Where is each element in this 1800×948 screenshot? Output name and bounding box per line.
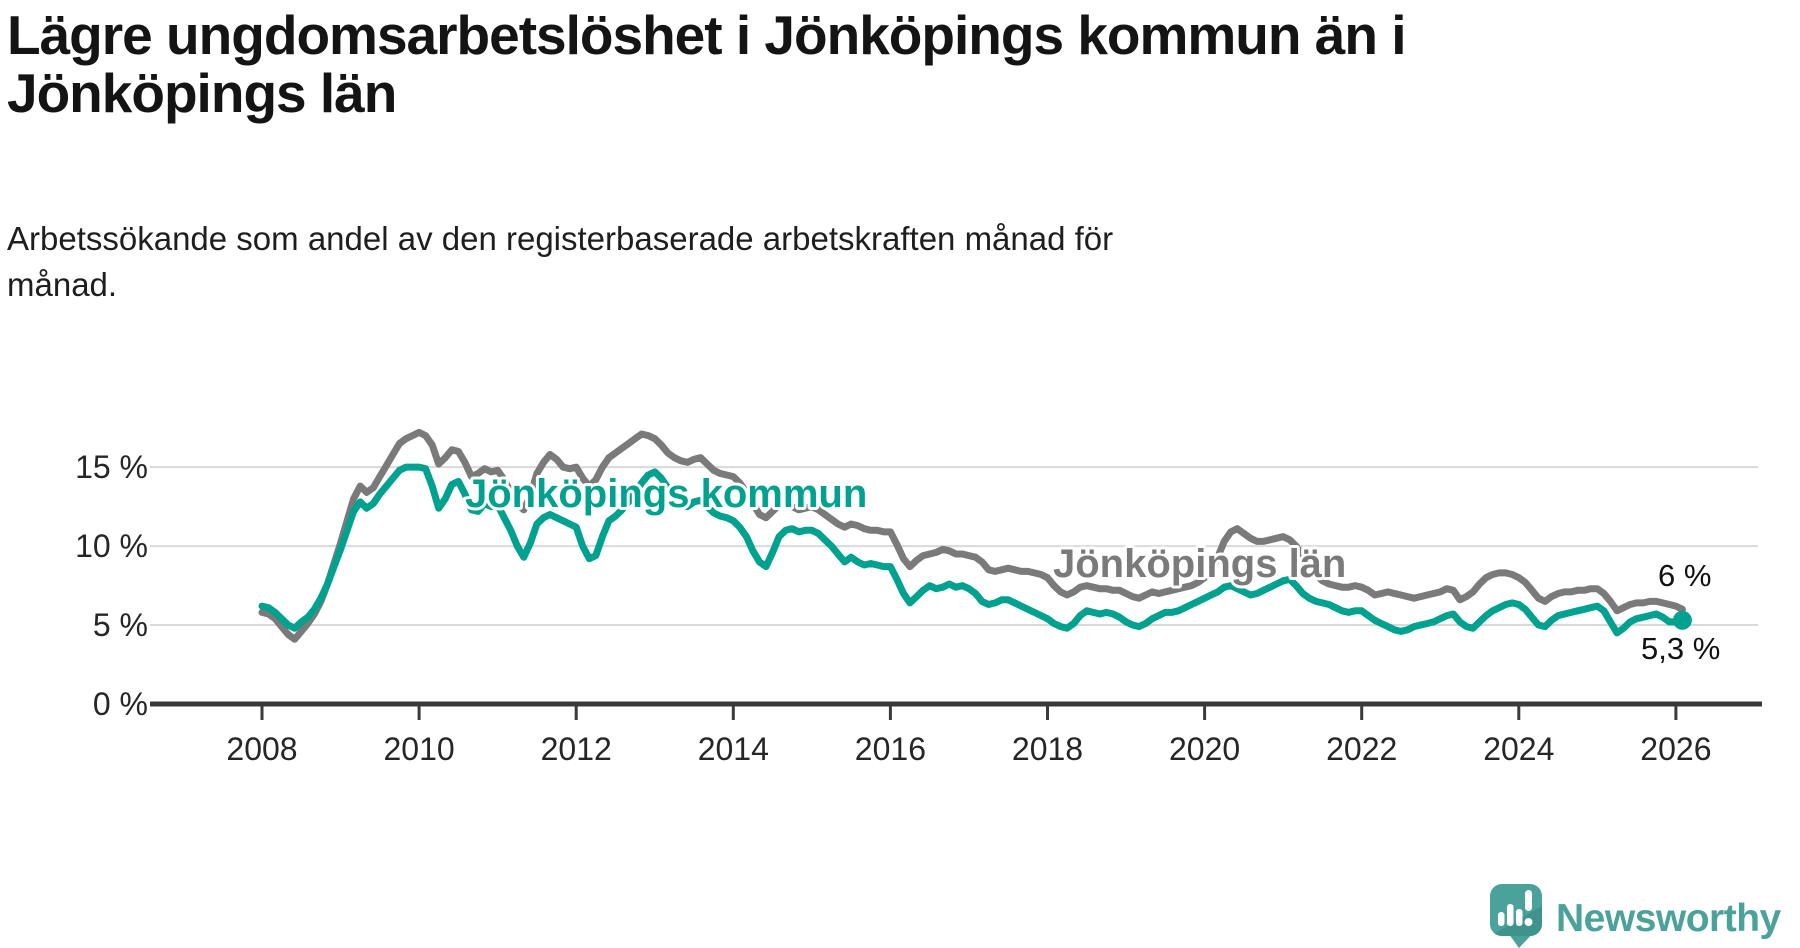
- y-tick-label: 10 %: [75, 528, 148, 564]
- series-label-kommun: Jönköpings kommun: [465, 472, 867, 516]
- chart-title: Lägre ungdomsarbetslöshet i Jönköpings k…: [7, 4, 1407, 124]
- x-axis: [150, 701, 1762, 720]
- end-value-label-kommun: 5,3 %: [1641, 631, 1720, 666]
- x-tick-label: 2016: [855, 731, 926, 767]
- x-tick-label: 2020: [1169, 731, 1240, 767]
- x-tick-label: 2012: [541, 731, 612, 767]
- x-tick-label: 2026: [1640, 731, 1711, 767]
- x-tick-label: 2022: [1326, 731, 1397, 767]
- x-tick-label: 2008: [226, 731, 297, 767]
- series-line-kommun: [258, 463, 1686, 637]
- axis-labels: 0 % 5 % 10 % 15 % 2008 2010 2012 2014 2016 2018 20…: [75, 449, 1711, 767]
- logo-wordmark: Newsworthy: [1556, 897, 1782, 940]
- logo-barchart-icon: [1498, 890, 1533, 926]
- series-line-lan: [258, 428, 1686, 643]
- x-tick-label: 2010: [384, 731, 455, 767]
- y-tick-label: 5 %: [93, 607, 148, 643]
- series-label-lan: Jönköpings län: [1053, 542, 1346, 586]
- chart-subtitle: Arbetssökande som andel av den registerb…: [7, 220, 1114, 303]
- y-tick-label: 0 %: [93, 686, 148, 722]
- latest-value-dot: [1672, 610, 1692, 630]
- x-tick-label: 2014: [698, 731, 769, 767]
- newsworthy-logo: Newsworthy: [1490, 884, 1782, 948]
- end-value-label-lan: 6 %: [1658, 558, 1711, 593]
- series-lines: [258, 428, 1692, 643]
- x-tick-label: 2024: [1483, 731, 1554, 767]
- x-tick-label: 2018: [1012, 731, 1083, 767]
- y-tick-label: 15 %: [75, 449, 148, 485]
